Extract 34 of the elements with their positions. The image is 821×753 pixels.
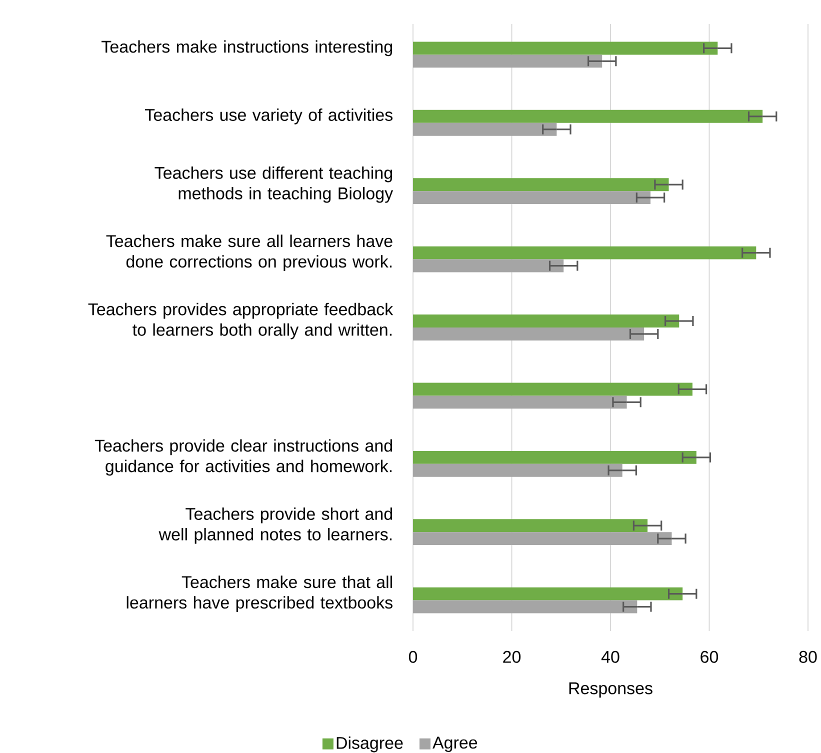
- x-tick-label: 80: [799, 650, 817, 663]
- bar: [413, 42, 718, 55]
- y-tick-label: Teachers provide short and well planned notes to learners.: [158, 507, 392, 544]
- x-tick-label: 40: [601, 650, 620, 663]
- bar: [413, 314, 680, 328]
- bar: [413, 382, 692, 396]
- bar: [413, 519, 648, 532]
- bar: [413, 178, 669, 192]
- bar: [413, 122, 557, 136]
- bar: [413, 246, 756, 260]
- legend-label: Disagree: [336, 736, 403, 752]
- y-tick-label: Teachers use different teaching methods in teaching Biology: [154, 166, 394, 203]
- bar: [413, 54, 602, 68]
- bar: [413, 191, 650, 204]
- bar: [413, 450, 696, 464]
- y-tick-label: Teachers make instructions interesting: [102, 40, 392, 56]
- bar: [413, 532, 672, 546]
- bar: [413, 259, 564, 272]
- bar: [413, 328, 644, 340]
- y-tick-label: Teachers use variety of activities: [145, 108, 392, 124]
- legend-label: Agree: [432, 736, 478, 752]
- x-tick-label: 20: [503, 650, 521, 663]
- y-tick-label: Teachers provide clear instructions and guidance for activities and homework.: [94, 439, 392, 476]
- y-tick-label: Teachers make sure all learners have done corrections on previous work.: [106, 234, 392, 271]
- bar: [413, 464, 622, 477]
- y-tick-label: Teachers make sure that all learners have prescribed textbooks: [126, 576, 392, 612]
- bar: [413, 396, 627, 409]
- x-tick-label: 60: [700, 650, 718, 663]
- y-tick-label: Teachers provides appropriate feedback to learners both orally and written.: [88, 302, 394, 340]
- bar: [413, 600, 638, 614]
- x-axis-title: Responses: [569, 682, 652, 698]
- bar: [413, 587, 683, 600]
- x-tick-label: 0: [408, 650, 418, 663]
- bar: [413, 110, 763, 123]
